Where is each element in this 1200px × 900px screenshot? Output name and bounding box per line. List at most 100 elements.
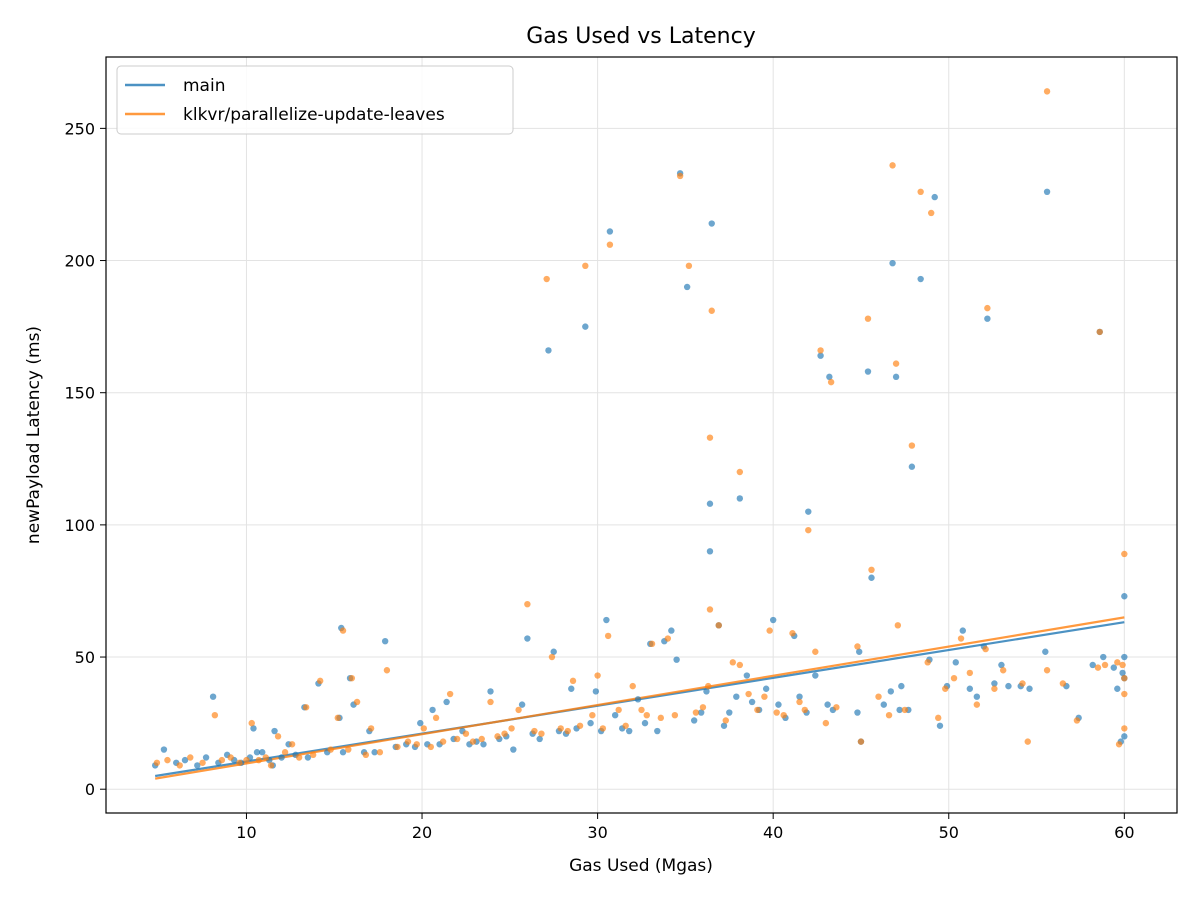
data-point-main (209, 693, 217, 700)
data-point-parallelize (187, 754, 194, 761)
data-point-parallelize (199, 759, 206, 766)
data-point-main (510, 746, 517, 753)
data-point-parallelize (317, 677, 324, 685)
data-point-parallelize (868, 566, 875, 574)
data-point-main (959, 627, 966, 634)
data-point-main (524, 635, 531, 642)
data-point-parallelize (267, 762, 275, 769)
data-point-parallelize (957, 635, 965, 642)
data-point-parallelize (367, 725, 375, 732)
data-point-parallelize (1094, 664, 1102, 671)
data-point-parallelize (345, 746, 352, 753)
data-point-parallelize (991, 685, 998, 692)
data-point-main (1005, 682, 1012, 690)
data-point-parallelize (812, 648, 819, 655)
data-point-main (991, 680, 998, 687)
data-point-parallelize (589, 711, 596, 719)
data-point-main (887, 688, 895, 695)
data-point-main (668, 627, 675, 634)
data-point-parallelize (538, 730, 545, 737)
data-point-main (966, 685, 974, 692)
y-tick-label: 100 (64, 516, 95, 535)
data-points (151, 88, 1128, 769)
data-point-main (160, 746, 168, 753)
data-point-main (892, 373, 900, 381)
data-point-parallelize (901, 706, 909, 714)
data-point-main (998, 661, 1005, 669)
data-point-parallelize (462, 730, 470, 737)
data-point-parallelize (218, 756, 226, 764)
legend-label-main: main (183, 76, 225, 96)
data-point-main (743, 672, 751, 679)
data-point-parallelize (327, 746, 334, 753)
data-point-parallelize (478, 735, 485, 743)
data-point-parallelize (582, 262, 589, 270)
data-point-parallelize (274, 733, 282, 740)
data-point-main (1042, 648, 1049, 655)
data-point-main (304, 754, 312, 761)
plot-area-frame (105, 56, 1178, 814)
data-point-main (480, 741, 487, 748)
legend-box (116, 65, 514, 135)
data-point-parallelize (708, 307, 715, 314)
data-point-main (603, 616, 610, 624)
data-point-parallelize (671, 711, 679, 719)
data-point-parallelize (353, 698, 361, 706)
data-point-main (973, 693, 981, 700)
data-point-main (1114, 685, 1121, 692)
data-point-parallelize (153, 759, 161, 766)
data-point-parallelize (705, 682, 712, 690)
data-point-parallelize (736, 661, 744, 669)
data-point-parallelize (1121, 725, 1128, 732)
data-point-parallelize (176, 762, 183, 769)
data-point-main (1110, 664, 1117, 671)
data-point-main (931, 193, 938, 201)
data-point-parallelize (494, 733, 501, 740)
data-point-main (181, 756, 189, 764)
data-point-parallelize (805, 526, 812, 534)
legend-label-parallelize: klkvr/parallelize-update-leaves (183, 105, 445, 125)
data-point-parallelize (501, 730, 508, 737)
data-point-parallelize (973, 701, 981, 708)
data-point-parallelize (288, 741, 296, 748)
data-point-parallelize (432, 714, 440, 722)
data-point-parallelize (515, 706, 522, 714)
data-point-parallelize (524, 600, 531, 608)
data-point-parallelize (548, 653, 556, 661)
data-point-parallelize (999, 667, 1007, 674)
data-point-main (683, 283, 691, 291)
data-point-parallelize (924, 659, 931, 666)
data-point-main (936, 722, 944, 729)
data-point-main (1121, 593, 1128, 600)
data-point-main (250, 725, 257, 732)
data-point-parallelize (348, 674, 356, 682)
data-point-parallelize (309, 751, 317, 759)
data-point-main (1121, 653, 1128, 661)
data-point-parallelize (822, 719, 830, 727)
data-point-main (587, 719, 594, 727)
data-point-parallelize (1115, 741, 1123, 748)
data-point-parallelize (801, 706, 808, 714)
data-point-main (626, 727, 633, 735)
data-point-main (864, 368, 872, 375)
data-point-main (443, 698, 450, 706)
data-point-parallelize (606, 241, 614, 248)
data-point-parallelize (543, 275, 550, 283)
data-point-main (536, 735, 543, 743)
data-point-main (550, 648, 557, 655)
data-point-main (706, 500, 714, 507)
data-point-parallelize (236, 759, 243, 766)
data-point-main (775, 701, 782, 708)
y-axis-label: newPayload Latency (ms) (24, 326, 44, 544)
data-point-parallelize (1059, 680, 1067, 687)
data-point-main (518, 701, 526, 708)
data-point-main (381, 637, 389, 645)
data-point-main (917, 275, 924, 283)
data-point-parallelize (966, 669, 974, 677)
data-point-parallelize (736, 468, 744, 476)
data-point-parallelize (487, 698, 494, 706)
data-point-main (278, 754, 285, 761)
data-point-main (429, 706, 436, 714)
data-point-main (568, 685, 575, 692)
data-point-parallelize (262, 754, 269, 761)
